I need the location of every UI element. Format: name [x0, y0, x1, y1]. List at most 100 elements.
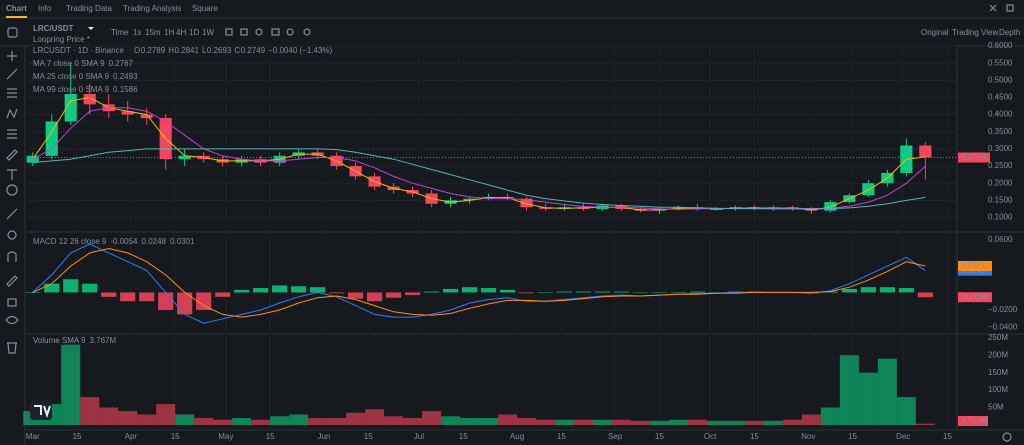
nav-tab[interactable]: Info [38, 4, 52, 13]
indicator-icon[interactable] [225, 28, 233, 36]
y-tick-label: 200M [988, 350, 1008, 359]
settings-icon[interactable] [303, 28, 311, 36]
macd-value-tag [958, 260, 992, 271]
ohlc-value: 0.2693 [207, 46, 232, 55]
macd-histogram-bar [196, 292, 212, 311]
settings-icon[interactable] [1006, 4, 1014, 12]
y-tick-label: 50M [988, 403, 1004, 412]
brush-tool[interactable] [6, 149, 18, 161]
text-tool[interactable] [7, 169, 17, 180]
nav-tab[interactable]: Trading Data [66, 4, 113, 13]
y-tick-label: 0.3000 [988, 144, 1013, 153]
macd-histogram-bar [385, 292, 402, 298]
volume-bar [592, 419, 612, 425]
ohlc-value: 0.2749 [241, 46, 266, 55]
x-tick-label: Sep [608, 432, 623, 441]
screenshot-icon[interactable] [271, 28, 280, 36]
nav-tab[interactable]: Square [192, 4, 218, 13]
volume-bar [877, 358, 897, 425]
interval-option[interactable]: 1W [202, 28, 214, 37]
legend-value: 0.2767 [109, 59, 134, 68]
volume-bar [479, 418, 499, 425]
crosshair-tool[interactable] [7, 51, 17, 61]
interval-option[interactable]: 1s [133, 28, 141, 37]
volume-bar [327, 418, 347, 425]
pair-name[interactable]: LRC/USDT [33, 24, 74, 33]
interval-option[interactable]: 1H [164, 28, 174, 37]
y-tick-label: 250M [988, 333, 1008, 342]
zoom-tool[interactable] [7, 230, 17, 240]
last-price-label: 0.2749 [961, 153, 986, 162]
macd-histogram-bar [613, 291, 630, 293]
ohlc-value: 0.2841 [174, 46, 199, 55]
delete-tool[interactable] [7, 342, 17, 354]
volume-bar [858, 372, 878, 425]
emoji-tool[interactable] [6, 184, 18, 196]
view-option[interactable]: Original [921, 28, 949, 37]
volume-bar [99, 407, 119, 425]
y-tick-label: 100M [988, 385, 1008, 394]
expand-icon[interactable] [989, 4, 997, 12]
fib-tool[interactable] [7, 88, 17, 98]
macd-histogram-bar [25, 292, 41, 293]
y-tick-label: 150M [988, 368, 1008, 377]
interval-option[interactable]: 15m [145, 28, 161, 37]
macd-histogram-bar [63, 279, 79, 293]
volume-bar [725, 420, 745, 425]
ohlc-key: H [168, 46, 174, 55]
visibility-tool[interactable] [5, 315, 19, 325]
legend-entry[interactable]: MA 7 close 0 SMA 9 [33, 59, 105, 68]
interval-option[interactable]: Time [111, 28, 129, 37]
y-tick-label: 0.5500 [988, 58, 1013, 67]
indicator-line [32, 148, 926, 210]
x-tick-label: 15 [364, 432, 373, 441]
view-option[interactable]: Depth [999, 28, 1020, 37]
interval-option[interactable]: 1D [189, 28, 199, 37]
volume-bar [441, 416, 461, 425]
legend-entry[interactable]: MA 99 close 0 SMA 9 [33, 85, 110, 94]
volume-bar [517, 418, 537, 425]
macd-value-tag [958, 292, 992, 303]
macd-histogram-bar [44, 283, 60, 293]
macd-histogram-bar [423, 291, 440, 293]
lock-drawing-tool[interactable] [6, 275, 18, 287]
y-tick-label: 0.1500 [988, 195, 1013, 204]
legend-entry[interactable]: MA 25 close 0 SMA 9 [33, 72, 110, 81]
y-tick-label: 0.1000 [988, 213, 1013, 222]
add-icon[interactable] [286, 28, 294, 36]
volume-legend-title: Volume SMA 9 [33, 336, 86, 345]
macd-histogram-bar [689, 291, 706, 293]
macd-histogram-bar [348, 292, 364, 299]
channel-tool[interactable] [7, 129, 17, 139]
macd-histogram-bar [708, 292, 725, 293]
macd-histogram-bar [917, 292, 933, 298]
nav-tab[interactable]: Chart [6, 4, 27, 13]
favorite-tool[interactable] [7, 27, 18, 38]
volume-bar [194, 418, 214, 425]
candle-body [710, 208, 723, 210]
lock-tool[interactable] [7, 298, 17, 307]
trendline-tool[interactable] [6, 68, 18, 80]
display-icon[interactable] [255, 28, 263, 36]
x-tick-label: 15 [655, 432, 664, 441]
pair-dropdown[interactable] [88, 27, 94, 30]
measure-tool[interactable] [6, 208, 18, 220]
magnet-tool[interactable] [7, 251, 17, 262]
candle-body [862, 183, 875, 196]
macd-legend-value: 0.0301 [170, 237, 195, 246]
time-settings[interactable] [1002, 432, 1012, 442]
volume-bar [365, 409, 385, 425]
interval-option[interactable]: 4H [176, 28, 186, 37]
candle-body [121, 111, 134, 115]
view-option[interactable]: Trading View [952, 28, 998, 37]
macd-histogram-bar [594, 291, 611, 293]
pattern-tool[interactable] [6, 108, 18, 119]
y-tick-label: 0.0600 [988, 235, 1013, 244]
nav-tab[interactable]: Trading Analysis [123, 4, 181, 13]
macd-histogram-bar [120, 292, 136, 302]
volume-bar [744, 420, 764, 425]
chart-type-icon[interactable] [240, 28, 248, 36]
macd-histogram-bar [898, 288, 914, 293]
x-tick-label: Nov [801, 432, 815, 441]
